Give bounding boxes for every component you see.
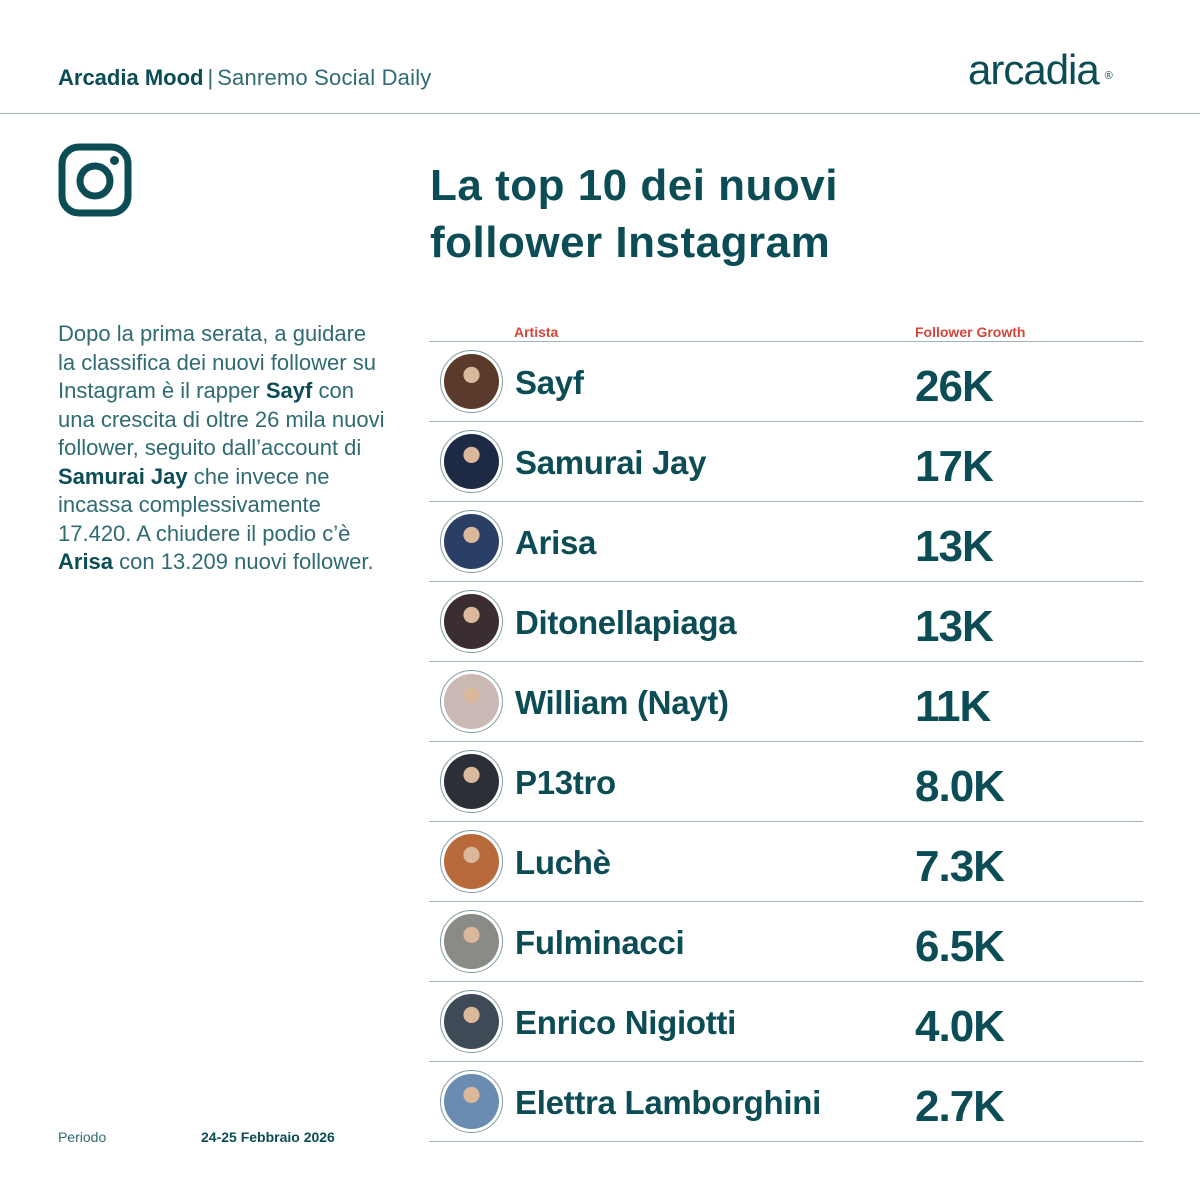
registered-mark: ® (1104, 70, 1113, 82)
summary-paragraph: Dopo la prima serata, a guidare la class… (58, 320, 388, 577)
table-header: Artista Follower Growth (429, 320, 1143, 342)
table-row: Luchè 7.3K (429, 822, 1143, 902)
table-body: Sayf 26K Samurai Jay 17K Arisa 13K Ditonellapi… (429, 342, 1143, 1142)
artist-avatar (440, 750, 503, 813)
arcadia-logo: arcadia ® (968, 46, 1113, 94)
artist-name: Fulminacci (515, 924, 685, 961)
follower-growth-value: 13K (915, 522, 994, 571)
follower-growth-value: 11K (915, 682, 991, 731)
artist-name: Enrico Nigiotti (515, 1004, 736, 1041)
avatar-photo (444, 674, 499, 729)
summary-highlight: Arisa (58, 549, 114, 574)
table-row: William (Nayt) 11K (429, 662, 1143, 742)
table-row: Sayf 26K (429, 342, 1143, 422)
avatar-photo (444, 994, 499, 1049)
artist-name: Elettra Lamborghini (515, 1084, 821, 1121)
title-line-2: follower Instagram (430, 218, 831, 267)
artist-name: William (Nayt) (515, 684, 729, 721)
follower-growth-value: 13K (915, 602, 994, 651)
follower-growth-value: 26K (915, 362, 994, 411)
avatar-photo (444, 514, 499, 569)
artist-avatar (440, 830, 503, 893)
artist-name: Luchè (515, 844, 611, 881)
avatar-photo (444, 754, 499, 809)
column-header-growth: Follower Growth (915, 324, 1026, 340)
logo-text: arcadia (968, 46, 1100, 93)
table-row: Arisa 13K (429, 502, 1143, 582)
summary-highlight: Sayf (265, 378, 313, 403)
avatar-photo (444, 914, 499, 969)
title-line-1: La top 10 dei nuovi (430, 161, 838, 210)
artist-avatar (440, 910, 503, 973)
ranking-table: Artista Follower Growth Sayf 26K Samurai J… (429, 320, 1143, 1142)
table-row: Samurai Jay 17K (429, 422, 1143, 502)
period-value: 24-25 Febbraio 2026 (201, 1129, 335, 1145)
title-separator: | (207, 65, 214, 90)
artist-avatar (440, 590, 503, 653)
summary-text: che invece ne incassa complessivamente 1… (58, 463, 351, 546)
follower-growth-value: 17K (915, 442, 994, 491)
follower-growth-value: 2.7K (915, 1082, 1005, 1131)
follower-growth-value: 7.3K (915, 842, 1005, 891)
artist-name: Arisa (515, 524, 597, 561)
avatar-photo (444, 434, 499, 489)
avatar-photo (444, 354, 499, 409)
follower-growth-value: 4.0K (915, 1002, 1005, 1051)
header-bar: Arcadia Mood | Sanremo Social Daily arcadi… (0, 0, 1200, 114)
brand-name: Arcadia Mood (58, 65, 204, 90)
follower-growth-value: 6.5K (915, 922, 1005, 971)
artist-avatar (440, 990, 503, 1053)
avatar-photo (444, 1074, 499, 1129)
artist-name: Samurai Jay (515, 444, 707, 481)
artist-avatar (440, 350, 503, 413)
artist-name: Sayf (515, 364, 584, 401)
table-row: Enrico Nigiotti 4.0K (429, 982, 1143, 1062)
report-subtitle: Sanremo Social Daily (217, 65, 432, 90)
table-row: Ditonellapiaga 13K (429, 582, 1143, 662)
summary-text: con una crescita di oltre 26 mila nuovi … (58, 378, 385, 460)
follower-growth-value: 8.0K (915, 762, 1005, 811)
table-row: Fulminacci 6.5K (429, 902, 1143, 982)
summary-text: con 13.209 nuovi follower. (113, 549, 374, 574)
period-label: Periodo (58, 1129, 107, 1145)
summary-highlight: Samurai Jay (58, 463, 188, 489)
summary-text: Dopo la prima serata, a guidare la class… (58, 321, 376, 403)
avatar-photo (444, 834, 499, 889)
artist-name: P13tro (515, 764, 616, 801)
artist-avatar (440, 510, 503, 573)
artist-avatar (440, 670, 503, 733)
table-row: Elettra Lamborghini 2.7K (429, 1062, 1143, 1142)
artist-avatar (440, 430, 503, 493)
avatar-photo (444, 594, 499, 649)
page-title: La top 10 dei nuovi follower Instagram (430, 157, 838, 271)
artist-name: Ditonellapiaga (515, 604, 737, 641)
report-title: Arcadia Mood | Sanremo Social Daily (58, 64, 432, 92)
column-header-artist: Artista (514, 324, 559, 340)
table-row: P13tro 8.0K (429, 742, 1143, 822)
artist-avatar (440, 1070, 503, 1133)
instagram-icon (58, 143, 132, 217)
